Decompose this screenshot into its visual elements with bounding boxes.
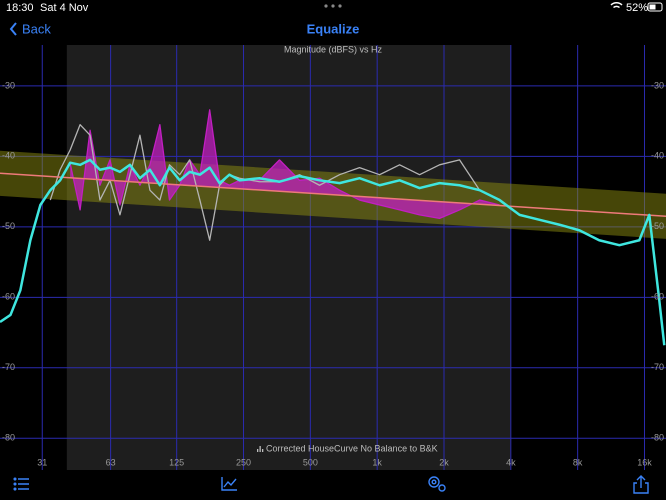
chart-title: Magnitude (dBFS) vs Hz: [284, 44, 383, 54]
x-tick-label: 250: [236, 457, 251, 467]
x-tick-label: 63: [106, 457, 116, 467]
correction-fill: [70, 109, 500, 219]
caption-icon: [257, 446, 264, 452]
shaded-range: [66, 45, 511, 470]
y-tick-label: -30: [651, 80, 664, 90]
x-tick-label: 2k: [439, 457, 449, 467]
nav-title: Equalize: [307, 21, 360, 36]
response-line: [69, 109, 500, 220]
status-date: Sat 4 Nov: [40, 2, 89, 14]
share-icon[interactable]: [633, 475, 649, 494]
y-tick-label: -40: [651, 151, 664, 161]
graph-icon[interactable]: [221, 477, 237, 491]
y-tick-label: -80: [2, 433, 15, 443]
plot: -30 -30 -40 -40 -50 -50 -60 -60 -70 -70 -80 -80 31 63…: [0, 44, 666, 470]
y-tick-label: -60: [2, 292, 15, 302]
back-button[interactable]: Back: [22, 21, 51, 36]
y-tick-label: -70: [2, 362, 15, 372]
y-tick-label: -30: [2, 80, 15, 90]
x-tick-label: 16k: [637, 457, 652, 467]
battery-icon: [647, 2, 663, 12]
caption-icon-bar: [262, 449, 264, 452]
x-tick-label: 500: [303, 457, 318, 467]
chart-caption: Corrected HouseCurve No Balance to B&K: [266, 443, 438, 453]
caption-icon-bar: [257, 449, 259, 452]
wifi-icon: [610, 2, 623, 9]
list-icon[interactable]: [13, 477, 29, 491]
y-tick-label: -80: [651, 433, 664, 443]
y-tick-label: -60: [651, 292, 664, 302]
x-tick-label: 8k: [573, 457, 583, 467]
x-tick-label: 125: [169, 457, 184, 467]
back-chevron[interactable]: [9, 22, 17, 36]
x-tick-label: 4k: [506, 457, 516, 467]
settings-icon[interactable]: [428, 476, 446, 492]
battery-level: 52%: [626, 2, 648, 14]
x-tick-label: 1k: [372, 457, 382, 467]
response-line: [0, 158, 666, 346]
response-line: [49, 123, 481, 241]
caption-icon-bar: [259, 446, 261, 452]
y-tick-label: -70: [651, 362, 664, 372]
y-tick-label: -40: [2, 151, 15, 161]
y-tick-label: -50: [651, 221, 664, 231]
more-dots: [324, 4, 342, 8]
target-curve: [0, 172, 666, 218]
status-time: 18:30: [6, 2, 34, 14]
y-tick-label: -50: [2, 221, 15, 231]
x-tick-label: 31: [37, 457, 47, 467]
